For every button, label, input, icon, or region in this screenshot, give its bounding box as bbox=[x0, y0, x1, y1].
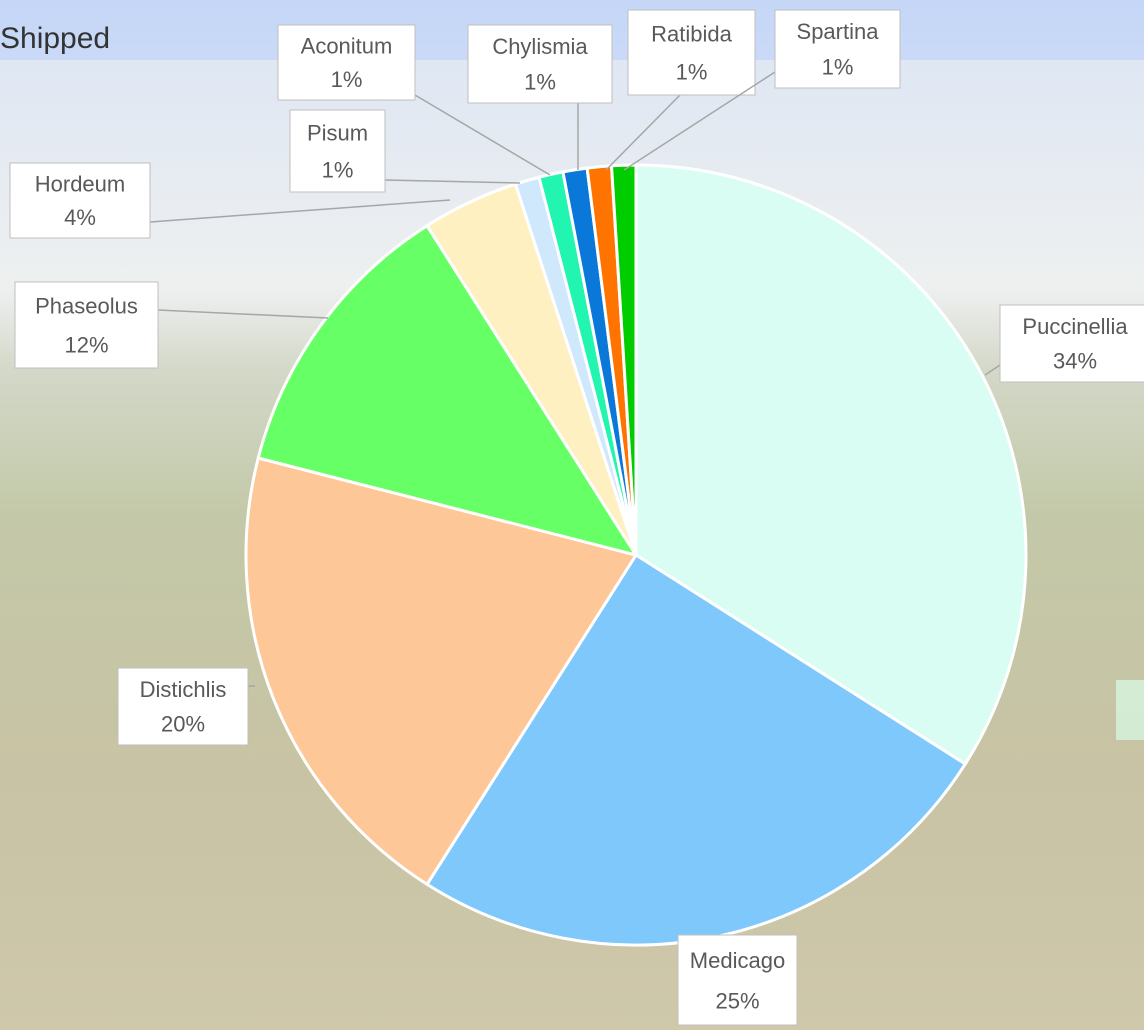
label-value: 1% bbox=[524, 69, 556, 94]
label-value: 12% bbox=[64, 332, 108, 357]
chart-title: Shipped bbox=[0, 22, 110, 55]
label-name: Phaseolus bbox=[35, 294, 138, 319]
label-value: 20% bbox=[161, 712, 205, 737]
label-name: Pisum bbox=[307, 120, 368, 145]
page: Shipped Puccinellia 34% Medicago 25% Distich… bbox=[0, 0, 1144, 1030]
label-name: Hordeum bbox=[35, 171, 125, 196]
label-name: Medicago bbox=[690, 948, 785, 973]
label-name: Aconitum bbox=[301, 33, 393, 58]
label-name: Spartina bbox=[797, 19, 880, 44]
label-value: 25% bbox=[715, 988, 759, 1013]
label-name: Distichlis bbox=[140, 677, 227, 702]
decor bbox=[1116, 680, 1144, 740]
label-name: Ratibida bbox=[651, 21, 732, 46]
label-value: 34% bbox=[1053, 349, 1097, 374]
label-value: 4% bbox=[64, 205, 96, 230]
label-value: 1% bbox=[676, 60, 708, 85]
label-value: 1% bbox=[322, 157, 354, 182]
chart: Shipped Puccinellia 34% Medicago 25% Distich… bbox=[0, 0, 1144, 1030]
pie bbox=[246, 165, 1026, 945]
label-value: 1% bbox=[331, 67, 363, 92]
label-value: 1% bbox=[822, 54, 854, 79]
label-name: Puccinellia bbox=[1022, 314, 1128, 339]
label-name: Chylismia bbox=[492, 34, 588, 59]
